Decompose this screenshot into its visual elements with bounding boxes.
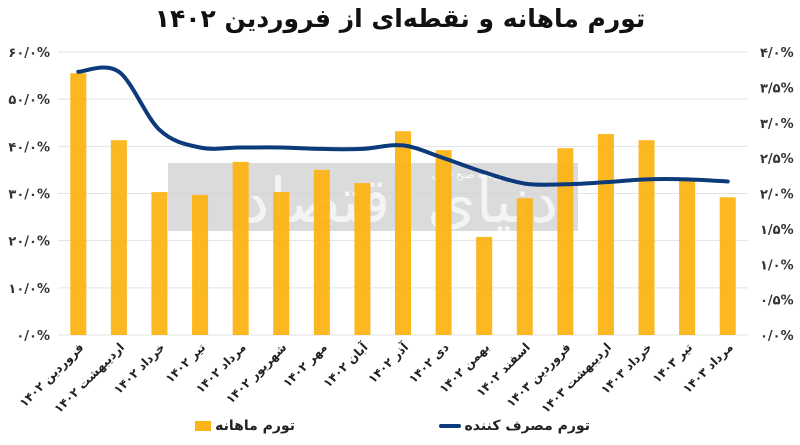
bar <box>557 148 574 335</box>
y-left-tick: ۴۰/۰% <box>8 140 50 155</box>
bar <box>70 73 87 335</box>
legend-item-line: تورم مصرف کننده <box>438 418 590 434</box>
legend-bar-label: تورم ماهانه <box>215 418 295 434</box>
bar <box>395 131 411 335</box>
x-tick-label: اردیبهشت ۱۴۰۳ <box>538 340 614 416</box>
y-left-tick: ۲۰/۰% <box>8 235 50 250</box>
x-tick-label: آبان ۱۴۰۲ <box>320 339 371 390</box>
y-right-tick: ۳/۰% <box>760 117 794 132</box>
chart-title: تورم ماهانه و نقطه‌ای از فروردین ۱۴۰۲ <box>154 4 646 33</box>
legend: تورم ماهانه تورم مصرف کننده <box>0 418 800 442</box>
bar <box>516 198 533 335</box>
bar <box>719 197 736 335</box>
bar <box>192 194 209 335</box>
y-right-tick: ۲/۵% <box>760 152 794 167</box>
y-right-tick: ۰/۰% <box>760 329 794 344</box>
y-left-tick: ۵۰/۰% <box>8 93 50 108</box>
y-left-tick: ۰/۰% <box>16 329 50 344</box>
bar <box>435 150 452 335</box>
legend-line-label: تورم مصرف کننده <box>464 418 590 434</box>
y-right-tick: ۱/۰% <box>760 258 794 273</box>
bar <box>638 140 655 335</box>
bar <box>679 180 696 335</box>
bar <box>597 134 614 335</box>
bar-swatch-icon <box>195 421 212 431</box>
bar <box>354 183 371 335</box>
bar <box>232 161 249 335</box>
bar <box>273 192 290 335</box>
x-tick-label: اردیبهشت ۱۴۰۲ <box>51 340 127 416</box>
bar <box>313 169 330 335</box>
bar <box>151 192 168 335</box>
y-left-tick: ۳۰/۰% <box>8 188 50 203</box>
watermark-subtext: روزنامه صبح ایران <box>432 170 509 181</box>
cpi-line <box>76 65 730 187</box>
y-right-tick: ۳/۵% <box>760 81 794 96</box>
y-left-tick: ۱۰/۰% <box>8 282 50 297</box>
y-left-tick: ۶۰/۰% <box>8 46 50 61</box>
y-right-tick: ۴/۰% <box>760 46 794 61</box>
y-right-tick: ۰/۵% <box>760 294 794 309</box>
line-swatch-icon <box>438 424 461 428</box>
legend-item-bar: تورم ماهانه <box>195 418 295 434</box>
x-tick-label: آذر ۱۴۰۲ <box>365 339 412 386</box>
y-right-tick: ۲/۰% <box>760 188 794 203</box>
bar <box>476 236 493 335</box>
combo-chart: ۰/۰% ۱۰/۰% ۲۰/۰% ۳۰/۰% ۴۰/۰% ۵۰/۰% ۶۰/۰% ۰/۰% ۰/… <box>8 46 794 416</box>
bar <box>110 140 127 335</box>
y-right-tick: ۱/۵% <box>760 223 794 238</box>
